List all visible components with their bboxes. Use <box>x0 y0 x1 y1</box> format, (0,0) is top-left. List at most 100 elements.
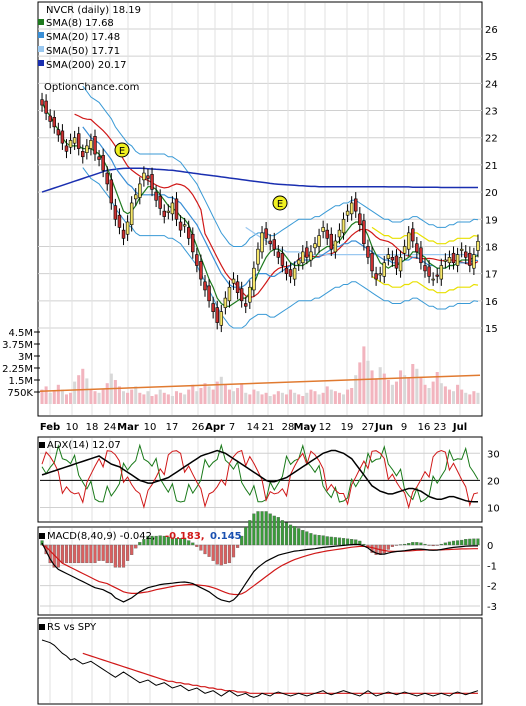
candle-body <box>244 303 248 307</box>
macd-histogram-bar <box>423 543 427 546</box>
candle-body <box>158 195 162 209</box>
volume-bar <box>73 381 77 404</box>
adx-tick-label: 20 <box>487 476 500 487</box>
candle-body <box>178 221 183 231</box>
volume-bar <box>44 386 48 404</box>
candle-body <box>60 130 65 144</box>
macd-histogram-bar <box>447 541 452 546</box>
volume-bar <box>411 364 415 404</box>
x-tick-label: Jul <box>452 422 467 433</box>
earnings-marker-1-label: E <box>119 146 125 157</box>
volume-bar <box>358 362 362 404</box>
candle-body <box>382 262 386 277</box>
macd-histogram-bar <box>305 531 309 546</box>
grid-lines <box>38 3 482 703</box>
macd-histogram-bar <box>138 542 142 546</box>
volume-bar <box>223 384 227 404</box>
macd-histogram-bar <box>121 544 126 568</box>
plus-di-line <box>41 443 479 503</box>
candle-body <box>121 229 126 239</box>
volume-tick-label: 2.25M <box>2 364 33 375</box>
candle-body <box>142 172 146 181</box>
macd-histogram-bar <box>260 511 264 546</box>
candle-body <box>252 267 256 291</box>
volume-bar <box>329 389 333 404</box>
candle-body <box>276 251 281 258</box>
volume-tick-label: 3.75M <box>2 340 33 351</box>
adx-tick-label: 10 <box>487 503 500 514</box>
price-tick-label: 21 <box>485 161 498 172</box>
earnings-marker-2-label: E <box>277 199 283 210</box>
macd-histogram-bar <box>236 544 240 548</box>
candle-body <box>284 267 289 274</box>
red-trend-line <box>74 113 479 299</box>
volume-bar <box>370 370 374 404</box>
macd-histogram-bar <box>435 544 439 546</box>
candle-body <box>256 248 260 265</box>
candle-body <box>288 269 293 277</box>
volume-bar <box>154 394 158 404</box>
volume-bar <box>313 391 317 404</box>
macd-histogram-bar <box>231 544 236 558</box>
volume-tick-label: 4.5M <box>8 328 33 339</box>
volume-bar <box>236 388 240 404</box>
candle-body <box>125 221 130 235</box>
candle-body <box>349 202 354 215</box>
macd-histogram-bar <box>170 537 174 546</box>
candle-body <box>325 229 329 239</box>
candle-body <box>191 233 195 253</box>
volume-bar <box>350 388 354 404</box>
price-tick-label: 26 <box>485 25 498 36</box>
candle-body <box>174 198 179 220</box>
macd-histogram-bar <box>130 544 134 555</box>
volume-bar <box>158 389 162 404</box>
price-tick-label: 25 <box>485 52 498 63</box>
candle-body <box>423 265 427 272</box>
volume-bar <box>431 381 435 404</box>
candle-body <box>219 311 224 326</box>
legend-swatch-sma20 <box>38 32 44 38</box>
macd-histogram-bar <box>126 544 130 561</box>
macd-histogram-bar <box>390 544 394 547</box>
adx-line <box>41 449 478 503</box>
candle-body <box>370 252 374 272</box>
candle-body <box>362 220 366 245</box>
volume-bar <box>244 392 248 404</box>
price-tick-label: 19 <box>485 215 498 226</box>
macd-histogram-bar <box>256 511 260 546</box>
volume-bar <box>399 370 403 404</box>
volume-bar <box>268 396 272 404</box>
macd-histogram-bar <box>244 526 248 546</box>
x-tick-label: 18 <box>86 422 99 433</box>
x-tick-label: 16 <box>418 422 431 433</box>
rs-title: RS vs SPY <box>47 622 97 633</box>
macd-histogram-bar <box>48 544 52 564</box>
macd-panel-frame <box>37 526 483 616</box>
macd-histogram-bar <box>68 544 73 564</box>
volume-bar <box>69 392 73 404</box>
volume-bar <box>354 375 358 404</box>
volume-bars <box>39 346 481 404</box>
candle-body <box>170 202 175 215</box>
volume-bar <box>333 391 337 404</box>
candle-body <box>321 227 325 232</box>
volume-bar <box>435 372 439 404</box>
adx-tick-label: 30 <box>487 449 500 460</box>
macd-histogram-bar <box>415 542 419 546</box>
macd-histogram-bar <box>346 538 350 546</box>
envelope-lower <box>371 275 479 294</box>
macd-histogram-bar <box>297 528 301 546</box>
candle-body <box>402 246 407 254</box>
x-tick-label: 9 <box>401 422 407 433</box>
volume-bar <box>248 394 252 404</box>
candle-body <box>398 257 403 272</box>
candle-body <box>93 136 97 155</box>
candle-body <box>81 151 85 158</box>
macd-histogram-bar <box>219 544 223 566</box>
volume-bar <box>305 392 309 404</box>
macd-histogram-bar <box>394 544 399 546</box>
macd-histogram-bar <box>337 537 342 546</box>
macd-histogram-bar <box>101 544 105 561</box>
candle-body <box>472 254 476 269</box>
candle-body <box>341 218 346 234</box>
